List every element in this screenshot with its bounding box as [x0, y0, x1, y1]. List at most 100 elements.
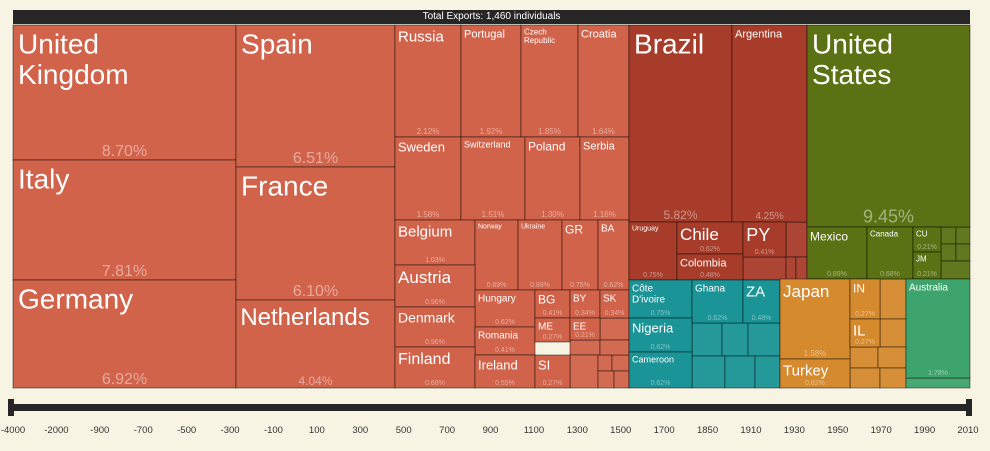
tile-value: 1.64% [592, 127, 615, 136]
treemap-tile-czech-republic[interactable]: Czech Republic 1.85% [520, 24, 579, 138]
treemap-tile-minor[interactable] [747, 322, 781, 357]
treemap-tile-minor[interactable] [724, 355, 756, 389]
treemap-tile-colombia[interactable]: Colombia 0.48% [676, 253, 744, 281]
treemap-tile-il[interactable]: IL0.27% [849, 318, 881, 348]
treemap-tile-jm[interactable]: JM 0.21% [912, 251, 942, 280]
treemap-tile-finland[interactable]: Finland 0.68% [394, 346, 476, 389]
tile-label: France [241, 171, 328, 202]
treemap-tile-ba[interactable]: BA 0.62% [597, 219, 630, 291]
treemap-tile-minor[interactable] [599, 339, 630, 356]
treemap-tile-minor[interactable] [940, 243, 957, 262]
treemap-tile-minor[interactable] [754, 355, 781, 389]
timeline-tick-label: 900 [483, 425, 499, 436]
tile-value: 0.41% [755, 249, 775, 256]
tile-label: BY [573, 294, 587, 305]
treemap-tile-ee[interactable]: EE0.21% [569, 317, 601, 341]
treemap-tile-minor[interactable] [795, 256, 808, 281]
treemap-tile-bg[interactable]: BG 0.41% [534, 289, 571, 319]
treemap-tile-minor[interactable] [879, 318, 907, 348]
treemap-tile-sweden[interactable]: Sweden 1.58% [394, 136, 462, 221]
treemap-tile-minor[interactable] [879, 278, 907, 320]
timeline-slider[interactable]: -4000 -2000 -900 -700 -500 -300 -100 100 300 500 7… [0, 390, 990, 451]
treemap-tile-denmark[interactable]: Denmark 0.96% [394, 306, 476, 348]
tile-rect [849, 318, 881, 348]
treemap-tile-brazil[interactable]: Brazil 5.82% [628, 24, 733, 223]
treemap-tile-ghana[interactable]: Ghana 0.62% [691, 279, 744, 324]
tile-rect [849, 278, 881, 320]
treemap-tile-germany[interactable]: Germany 6.92% [12, 279, 237, 389]
treemap-tile-minor[interactable] [691, 355, 726, 389]
treemap-tile-minor[interactable] [940, 226, 957, 245]
treemap-tile-minor[interactable] [599, 317, 630, 341]
treemap-tile-ireland[interactable]: Ireland 0.55% [474, 354, 536, 389]
treemap-tile-mexico[interactable]: Mexico 0.89% [806, 226, 868, 280]
treemap-tile-cu[interactable]: CU 0.21% [912, 226, 942, 253]
treemap-tile-argentina[interactable]: Argentina 4.25% [731, 24, 808, 223]
treemap-tile-uruguay[interactable]: Uruguay 0.75% [628, 221, 678, 281]
treemap-tile-romania[interactable]: Romania 0.41% [474, 326, 536, 356]
tile-value: 0.75% [643, 272, 663, 279]
treemap-tile-netherlands[interactable]: Netherlands 4.04% [235, 299, 396, 389]
treemap-tile-nigeria[interactable]: Nigeria 0.62% [628, 317, 693, 353]
treemap-tile-minor[interactable] [569, 339, 601, 356]
treemap-tile-sk[interactable]: SK 0.34% [599, 289, 630, 319]
timeline-tick-label: 1910 [740, 425, 761, 436]
treemap-tile-belgium[interactable]: Belgium 1.03% [394, 219, 476, 266]
treemap-tile-switzerland[interactable]: Switzerland 1.51% [460, 136, 526, 221]
treemap-tile-minor[interactable] [597, 370, 615, 389]
treemap-tile-italy[interactable]: Italy 7.81% [12, 159, 237, 281]
treemap-tile-france[interactable]: France 6.10% [235, 166, 396, 301]
treemap-tile-minor[interactable] [785, 221, 808, 258]
treemap-tile-minor[interactable] [955, 243, 971, 262]
treemap-tile-in[interactable]: IN 0.27% [849, 278, 881, 320]
treemap-tile-gr[interactable]: GR 0.75% [561, 219, 599, 291]
treemap-tile-minor[interactable] [742, 256, 787, 281]
treemap-tile-united-states[interactable]: United States 9.45% [806, 24, 971, 228]
tile-value: 0.27% [855, 339, 875, 346]
treemap-tile-united-kingdom[interactable]: United Kingdom 8.70% [12, 24, 237, 161]
treemap-tile-minor[interactable] [597, 354, 613, 372]
treemap-tile-portugal[interactable]: Portugal 1.92% [460, 24, 522, 138]
treemap-tile-minor[interactable] [955, 226, 971, 245]
treemap-tile-spain[interactable]: Spain 6.51% [235, 24, 396, 168]
treemap-tile-si[interactable]: SI 0.27% [534, 354, 571, 389]
treemap-tile-minor[interactable] [569, 354, 599, 389]
treemap-tile-ukraine[interactable]: Ukraine 0.89% [517, 219, 563, 291]
treemap-tile-minor[interactable] [613, 370, 630, 389]
tile-value: 0.41% [495, 347, 515, 354]
tile-label: Italy [18, 164, 69, 195]
treemap-tile-minor[interactable] [905, 377, 971, 389]
treemap-tile-minor[interactable] [849, 346, 879, 369]
treemap-tile-minor[interactable] [785, 256, 797, 281]
tile-label: Ukraine [521, 224, 545, 231]
treemap-tile-poland[interactable]: Poland 1.30% [524, 136, 581, 221]
timeline-track[interactable] [12, 404, 970, 411]
treemap-tile-za[interactable]: ZA 0.48% [742, 279, 781, 324]
treemap-tile-norway[interactable]: Norway 0.89% [474, 219, 519, 291]
treemap-tile-cameroon[interactable]: Cameroon 0.62% [628, 351, 693, 389]
treemap-tile-serbia[interactable]: Serbia 1.16% [579, 136, 630, 221]
treemap-tile-minor[interactable] [879, 367, 907, 389]
treemap-tile-australia[interactable]: Australia 1.78% [905, 278, 971, 379]
timeline-handle-start[interactable] [8, 399, 14, 416]
treemap-tile-austria[interactable]: Austria 0.96% [394, 264, 476, 308]
treemap-tile-croatia[interactable]: Croatia 1.64% [577, 24, 630, 138]
treemap-tile-me[interactable]: ME0.27% [534, 317, 571, 343]
treemap-tile-minor[interactable] [721, 322, 749, 357]
treemap-tile-minor[interactable] [940, 260, 971, 280]
treemap-tile-py[interactable]: PY 0.41% [742, 221, 787, 258]
treemap-tile-minor[interactable] [691, 322, 723, 357]
timeline-tick-label: 2010 [957, 425, 978, 436]
timeline-handle-end[interactable] [966, 399, 972, 416]
treemap-tile-chile[interactable]: Chile 0.62% [676, 221, 744, 255]
treemap-tile-by[interactable]: BY 0.34% [569, 289, 601, 319]
treemap-tile-minor[interactable] [849, 367, 881, 389]
treemap-tile-japan[interactable]: Japan 1.58% [779, 278, 851, 360]
treemap-tile-russia[interactable]: Russia 2.12% [394, 24, 462, 138]
treemap-tile-minor[interactable] [611, 354, 630, 372]
treemap-tile-c-te-d-ivoire[interactable]: Côte D'ivoire 0.75% [628, 279, 693, 319]
treemap-tile-minor[interactable] [877, 346, 907, 369]
treemap-tile-hungary[interactable]: Hungary 0.62% [474, 289, 536, 328]
treemap-tile-canada[interactable]: Canada 0.68% [866, 226, 914, 280]
